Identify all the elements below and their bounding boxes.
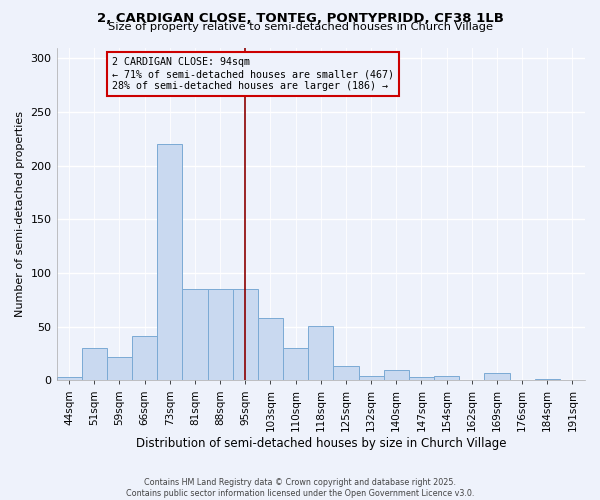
Bar xyxy=(409,377,434,380)
Bar xyxy=(383,370,409,380)
Bar xyxy=(308,326,334,380)
Bar xyxy=(182,289,208,380)
Bar xyxy=(334,366,359,380)
Y-axis label: Number of semi-detached properties: Number of semi-detached properties xyxy=(15,111,25,317)
Text: 2 CARDIGAN CLOSE: 94sqm
← 71% of semi-detached houses are smaller (467)
28% of s: 2 CARDIGAN CLOSE: 94sqm ← 71% of semi-de… xyxy=(112,58,394,90)
Bar xyxy=(157,144,182,380)
Bar xyxy=(258,318,283,380)
Bar xyxy=(107,356,132,380)
X-axis label: Distribution of semi-detached houses by size in Church Village: Distribution of semi-detached houses by … xyxy=(136,437,506,450)
Bar xyxy=(359,376,383,380)
Bar xyxy=(535,379,560,380)
Bar xyxy=(233,289,258,380)
Bar xyxy=(56,377,82,380)
Text: Contains HM Land Registry data © Crown copyright and database right 2025.
Contai: Contains HM Land Registry data © Crown c… xyxy=(126,478,474,498)
Text: Size of property relative to semi-detached houses in Church Village: Size of property relative to semi-detach… xyxy=(107,22,493,32)
Bar xyxy=(484,373,509,380)
Bar xyxy=(283,348,308,380)
Bar xyxy=(434,376,459,380)
Text: 2, CARDIGAN CLOSE, TONTEG, PONTYPRIDD, CF38 1LB: 2, CARDIGAN CLOSE, TONTEG, PONTYPRIDD, C… xyxy=(97,12,503,26)
Bar xyxy=(208,289,233,380)
Bar xyxy=(132,336,157,380)
Bar xyxy=(82,348,107,380)
